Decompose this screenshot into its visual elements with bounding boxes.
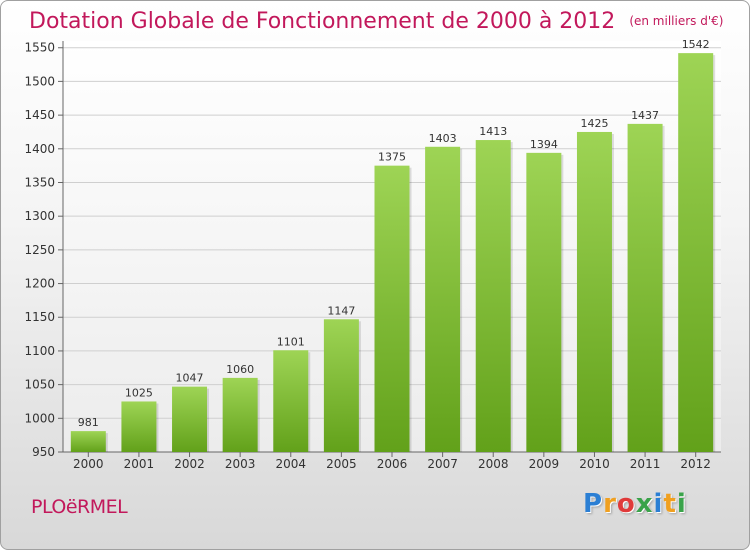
bar [323,319,359,452]
bar-value-label: 1437 [631,109,659,122]
bar-value-label: 1025 [125,386,153,399]
chart-title-text: Dotation Globale de Fonctionnement de 20… [29,9,616,34]
bar-value-label: 1403 [429,132,457,145]
bar [526,152,562,453]
x-tick-label: 2011 [630,457,661,471]
y-tick-label: 1000 [24,411,55,425]
x-tick-label: 2002 [174,457,205,471]
x-tick-label: 2004 [275,457,306,471]
bar [374,165,410,453]
bar-value-label: 1394 [530,138,558,151]
y-tick-label: 1100 [24,344,55,358]
axis-layer: 950 1000 1050 1100 1150 1200 1250 1300 1350 1400 1… [24,41,721,459]
y-tick-label: 1200 [24,277,55,291]
bar-value-label: 1060 [226,363,254,376]
logo-letter: x [635,489,654,519]
y-tick-label: 1300 [24,209,55,223]
label-layer: 981 2000 1025 2001 1047 2002 1060 2003 1101 2004 1… [73,38,711,471]
x-tick-label: 2005 [326,457,357,471]
bar [678,53,714,452]
y-tick-label: 1550 [24,41,55,55]
bar [222,377,258,452]
y-tick-label: 1500 [24,74,55,88]
y-tick-label: 1400 [24,142,55,156]
bar [172,386,208,452]
y-tick-label: 1150 [24,310,55,324]
x-tick-label: 2000 [73,457,104,471]
logo-letter: i [653,489,664,519]
bar-value-label: 1101 [277,335,305,348]
y-tick-label: 950 [32,445,55,459]
bar-value-label: 1147 [327,304,355,317]
bar-value-label: 1047 [176,372,204,385]
bar [121,401,157,452]
x-tick-label: 2012 [680,457,711,471]
logo-letter: t [663,489,677,519]
bar-layer [70,53,716,453]
bar-value-label: 1542 [682,38,710,51]
x-tick-label: 2010 [579,457,610,471]
y-tick-label: 1450 [24,108,55,122]
bar [70,431,106,452]
bar-value-label: 1375 [378,151,406,164]
logo-letter: i [676,489,687,519]
y-tick-label: 1250 [24,243,55,257]
x-tick-label: 2009 [529,457,560,471]
logo-letter: P [583,489,604,519]
bar [475,140,511,453]
bar-value-label: 1413 [479,125,507,138]
chart-unit-label: (en milliers d'€) [629,14,724,28]
commune-name: PLOëRMEL [31,496,128,518]
bar [425,146,461,452]
y-tick-label: 1350 [24,175,55,189]
proxiti-logo: Proxiti [583,489,687,519]
x-tick-label: 2001 [124,457,155,471]
bar-value-label: 981 [78,416,99,429]
bar-value-label: 1425 [580,117,608,130]
x-tick-label: 2007 [427,457,458,471]
bar [627,123,663,452]
logo-letter: r [603,489,617,519]
bar [273,350,309,452]
x-tick-label: 2003 [225,457,256,471]
x-tick-label: 2006 [377,457,408,471]
chart-title: Dotation Globale de Fonctionnement de 20… [29,9,723,34]
bar [576,131,612,452]
y-tick-label: 1050 [24,378,55,392]
x-tick-label: 2008 [478,457,509,471]
logo-letter: o [616,489,636,519]
